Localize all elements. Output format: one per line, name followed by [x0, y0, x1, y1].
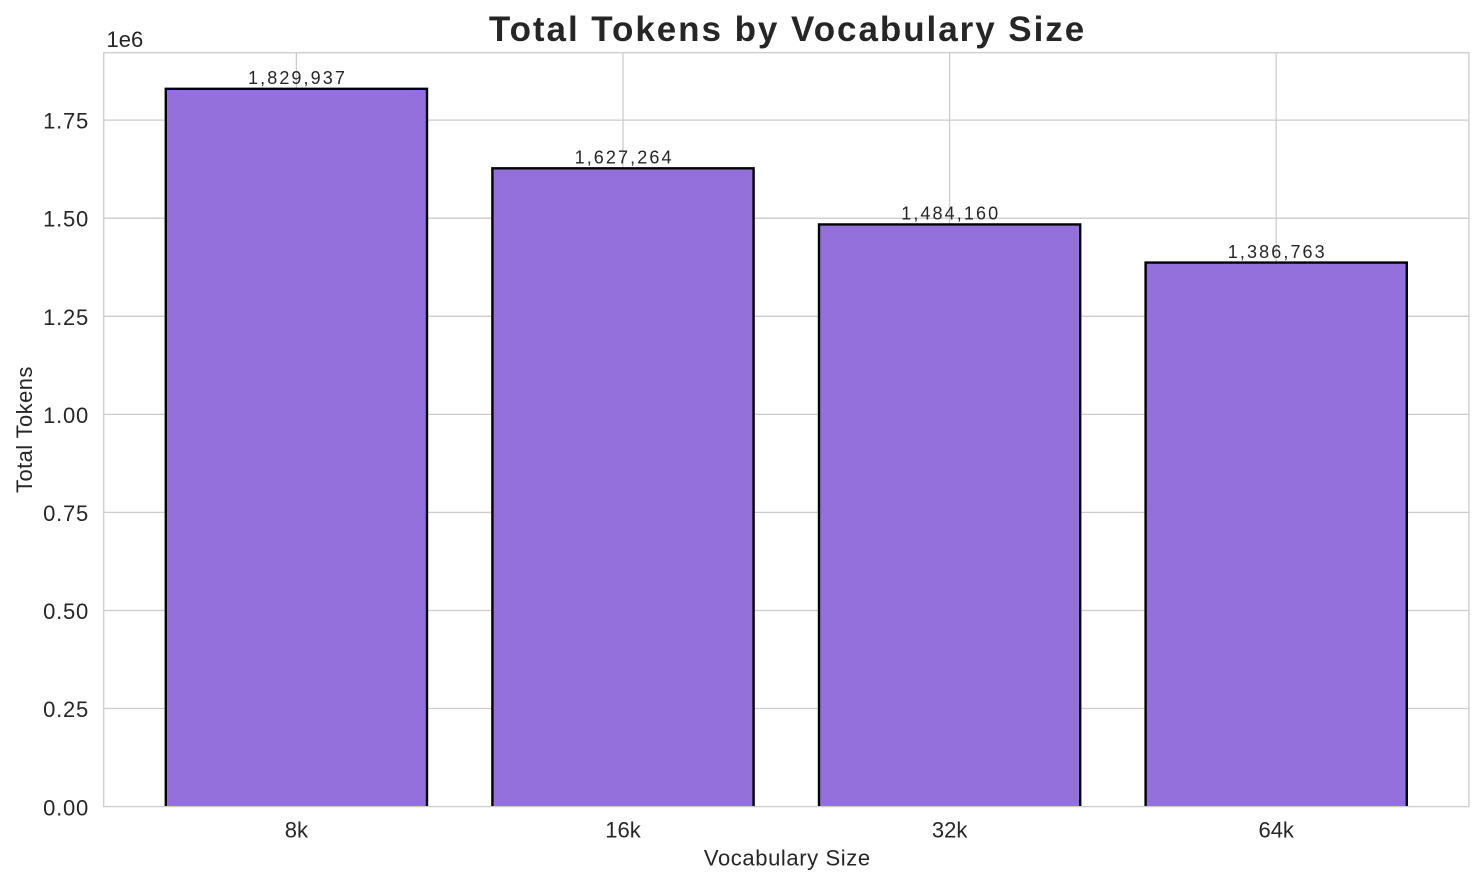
- svg-text:Total Tokens by Vocabulary Siz: Total Tokens by Vocabulary Size: [489, 10, 1086, 49]
- svg-text:1.00: 1.00: [43, 403, 89, 428]
- svg-text:1,627,264: 1,627,264: [575, 148, 674, 168]
- svg-text:1.25: 1.25: [43, 305, 89, 330]
- svg-text:0.75: 0.75: [43, 501, 89, 526]
- svg-text:0.00: 0.00: [43, 795, 89, 820]
- svg-text:0.50: 0.50: [43, 599, 89, 624]
- svg-text:0.25: 0.25: [43, 697, 89, 722]
- svg-text:1.50: 1.50: [43, 207, 89, 232]
- svg-text:8k: 8k: [285, 818, 309, 843]
- svg-text:1.75: 1.75: [43, 109, 89, 134]
- svg-text:Total Tokens: Total Tokens: [12, 366, 37, 493]
- svg-text:1,484,160: 1,484,160: [901, 204, 1000, 224]
- svg-text:1,829,937: 1,829,937: [248, 68, 347, 88]
- svg-text:1e6: 1e6: [107, 27, 144, 52]
- svg-text:16k: 16k: [605, 818, 641, 843]
- svg-text:64k: 64k: [1258, 818, 1294, 843]
- svg-text:32k: 32k: [932, 818, 968, 843]
- svg-text:1,386,763: 1,386,763: [1228, 242, 1327, 262]
- svg-text:Vocabulary Size: Vocabulary Size: [704, 845, 871, 870]
